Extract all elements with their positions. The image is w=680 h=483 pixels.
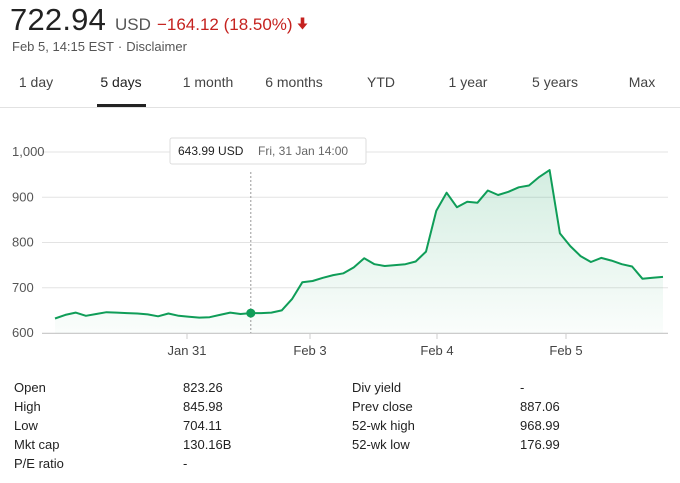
stat-value: 176.99: [520, 437, 560, 452]
y-tick-label: 800: [12, 235, 34, 250]
stat-label: P/E ratio: [14, 456, 64, 471]
current-price: 722.94: [10, 2, 107, 37]
stat-value: 887.06: [520, 399, 560, 414]
stat-value: 130.16B: [183, 437, 232, 452]
tooltip-price: 643.99 USD: [178, 144, 244, 158]
tooltip-box: [169, 137, 367, 165]
x-tick-label: Feb 4: [420, 343, 453, 358]
stat-label: Div yield: [352, 380, 402, 395]
tab-1-day[interactable]: 1 day: [18, 74, 54, 90]
tab-1-year[interactable]: 1 year: [448, 74, 488, 90]
stat-label: 52-wk high: [352, 418, 415, 433]
x-tick-label: Feb 5: [549, 343, 582, 358]
stat-label: Open: [14, 380, 46, 395]
stat-value: 823.26: [183, 380, 223, 395]
y-tick-label: 900: [12, 189, 34, 204]
stat-value: 968.99: [520, 418, 560, 433]
down-arrow-icon: [297, 17, 308, 35]
price-change: −164.12 (18.50%): [156, 15, 293, 34]
active-tab-indicator: [97, 104, 146, 107]
tab-5-years[interactable]: 5 years: [532, 74, 578, 90]
stat-value: 704.11: [183, 418, 222, 433]
tab-5-days[interactable]: 5 days: [100, 74, 142, 90]
highlight-point: [246, 308, 256, 318]
price-area: [55, 170, 663, 333]
quote-subtitle: Feb 5, 14:15 EST · Disclaimer: [12, 39, 187, 54]
timestamp: Feb 5, 14:15 EST: [12, 39, 114, 54]
stat-label: High: [14, 399, 41, 414]
tab-max[interactable]: Max: [628, 74, 656, 90]
x-tick-label: Jan 31: [167, 343, 206, 358]
tab-1-month[interactable]: 1 month: [182, 74, 234, 90]
stat-value: -: [520, 380, 525, 395]
y-tick-label: 700: [12, 280, 34, 295]
disclaimer-link[interactable]: Disclaimer: [126, 39, 187, 54]
x-tick-label: Feb 3: [293, 343, 326, 358]
stat-label: Mkt cap: [14, 437, 60, 452]
tab-ytd[interactable]: YTD: [367, 74, 395, 90]
stat-label: 52-wk low: [352, 437, 410, 452]
price-chart[interactable]: 600 700 800 900 1,000 Jan 31 Feb 3 Feb 4 Feb 5 64…: [0, 112, 680, 362]
tabs-divider: [0, 107, 680, 108]
tooltip-date: Fri, 31 Jan 14:00: [258, 144, 348, 158]
currency: USD: [115, 15, 151, 34]
stat-label: Low: [14, 418, 38, 433]
stat-label: Prev close: [352, 399, 413, 414]
tab-6-months[interactable]: 6 months: [265, 74, 323, 90]
range-tabs: 1 day 5 days 1 month 6 months YTD 1 year…: [0, 74, 680, 107]
y-tick-label: 1,000: [12, 144, 45, 159]
stat-value: 845.98: [183, 399, 223, 414]
y-tick-label: 600: [12, 325, 34, 340]
separator: ·: [117, 39, 123, 54]
stat-value: -: [183, 456, 188, 471]
price-line: [54, 169, 664, 320]
quote-header: 722.94 USD −164.12 (18.50%): [10, 2, 308, 38]
